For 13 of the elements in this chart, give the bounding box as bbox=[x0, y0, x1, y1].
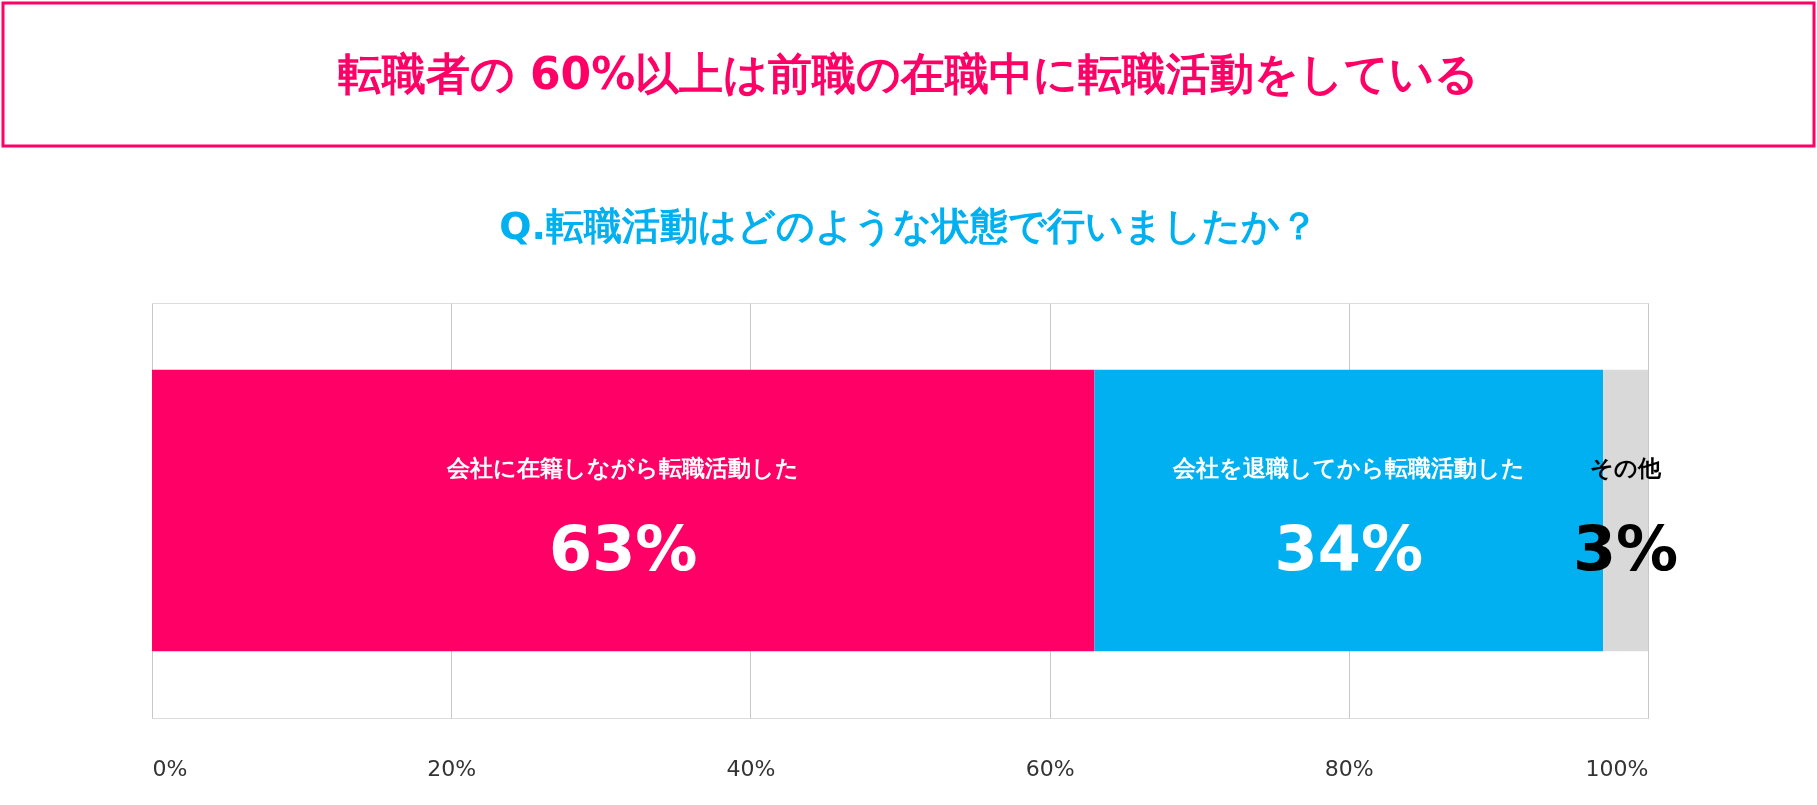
x-tick-label: 20% bbox=[427, 755, 477, 781]
series-label: 会社を退職してから転職活動した bbox=[1171, 454, 1525, 481]
data-label: 34% bbox=[1274, 511, 1423, 585]
series-label: 会社に在籍しながら転職活動した bbox=[446, 454, 800, 481]
series-label: その他 bbox=[1590, 454, 1663, 481]
x-tick-label: 40% bbox=[726, 755, 776, 781]
x-tick-label: 80% bbox=[1324, 755, 1374, 781]
x-tick-label: 100% bbox=[1585, 755, 1649, 781]
x-tick-label: 0% bbox=[152, 755, 188, 781]
x-tick-label: 60% bbox=[1025, 755, 1075, 781]
chart-subtitle: Q.転職活動はどのような状態で行いましたか？ bbox=[499, 204, 1318, 248]
chart-title: 転職者の 60%以上は前職の在職中に転職活動をしている bbox=[337, 48, 1480, 99]
data-label: 63% bbox=[549, 511, 698, 585]
